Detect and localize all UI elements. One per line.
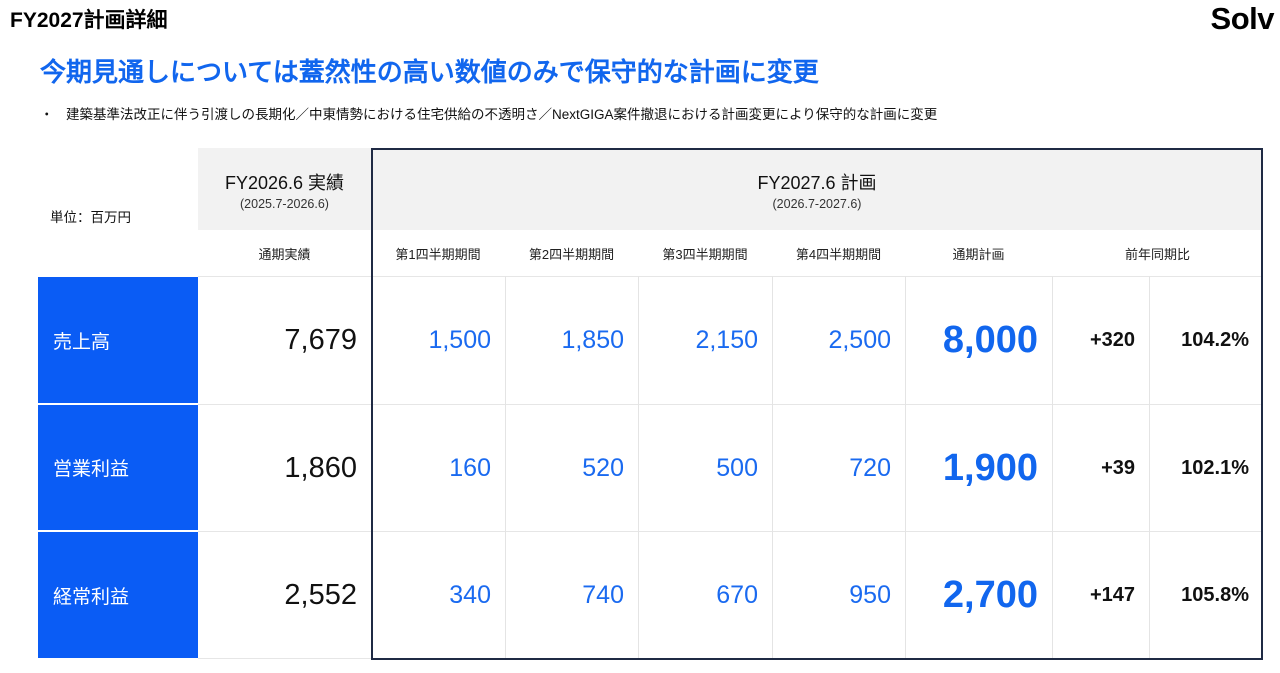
- operating-profit-diff: +39: [1101, 456, 1135, 479]
- sales-q4: 2,500: [828, 326, 891, 354]
- column-header: 通期計画: [952, 246, 1005, 262]
- column-header: 通期実績: [258, 246, 311, 262]
- row-label-operating-profit: 営業利益: [38, 405, 198, 530]
- unit-label: 単位：百万円: [50, 210, 131, 225]
- sales-q2: 1,850: [561, 326, 624, 354]
- operating-profit-ratio: 102.1%: [1181, 456, 1249, 479]
- solv-logo: Solv: [1210, 1, 1275, 36]
- ordinary-profit-actual: 2,552: [284, 578, 357, 611]
- sales-plan: 8,000: [942, 319, 1038, 361]
- plan-group-period: (2026.7-2027.6): [772, 197, 862, 211]
- sales-q1: 1,500: [428, 326, 491, 354]
- ordinary-profit-q3: 670: [716, 580, 758, 609]
- operating-profit-q2: 520: [582, 453, 624, 482]
- operating-profit-actual: 1,860: [284, 451, 357, 484]
- operating-profit-plan: 1,900: [942, 446, 1038, 489]
- bullet-text: 建築基準法改正に伴う引渡しの長期化／中東情勢における住宅供給の不透明さ／Next…: [66, 107, 938, 122]
- ordinary-profit-q2: 740: [582, 580, 624, 609]
- plan-group-title: FY2027.6 計画: [757, 173, 877, 193]
- column-header: 第4四半期期間: [795, 246, 882, 262]
- bullet-dot-icon: ・: [40, 107, 54, 122]
- actual-group-header: FY2026.6 実績 (2025.7-2026.6): [198, 160, 371, 220]
- bullet-note: ・建築基準法改正に伴う引渡しの長期化／中東情勢における住宅供給の不透明さ／Nex…: [40, 103, 937, 123]
- plan-group-header: FY2027.6 計画 (2026.7-2027.6): [371, 160, 1263, 220]
- ordinary-profit-plan: 2,700: [942, 573, 1038, 616]
- page-title: FY2027計画詳細: [10, 9, 168, 32]
- actual-group-title: FY2026.6 実績: [224, 173, 345, 193]
- row-label-sales: 売上高: [38, 277, 198, 403]
- row-label-ordinary-profit: 経常利益: [38, 532, 198, 658]
- actual-group-period: (2025.7-2026.6): [240, 197, 329, 211]
- headline: 今期見通しについては蓋然性の高い数値のみで保守的な計画に変更: [40, 57, 819, 87]
- plan-section-border: [371, 148, 1263, 660]
- column-header: 第3四半期期間: [662, 246, 748, 262]
- column-header: 第2四半期期間: [528, 246, 615, 262]
- sales-actual: 7,679: [284, 324, 357, 356]
- sales-ratio: 104.2%: [1181, 329, 1249, 351]
- operating-profit-q3: 500: [716, 453, 758, 482]
- column-header: 前年同期比: [1124, 246, 1190, 262]
- sales-diff: +320: [1089, 329, 1135, 351]
- ordinary-profit-q4: 950: [849, 580, 891, 609]
- operating-profit-q4: 720: [849, 453, 891, 482]
- ordinary-profit-diff: +147: [1089, 583, 1135, 606]
- column-header: 第1四半期期間: [395, 246, 481, 262]
- sales-q3: 2,150: [695, 326, 758, 354]
- ordinary-profit-q1: 340: [449, 580, 491, 609]
- ordinary-profit-ratio: 105.8%: [1181, 583, 1249, 606]
- operating-profit-q1: 160: [449, 453, 491, 482]
